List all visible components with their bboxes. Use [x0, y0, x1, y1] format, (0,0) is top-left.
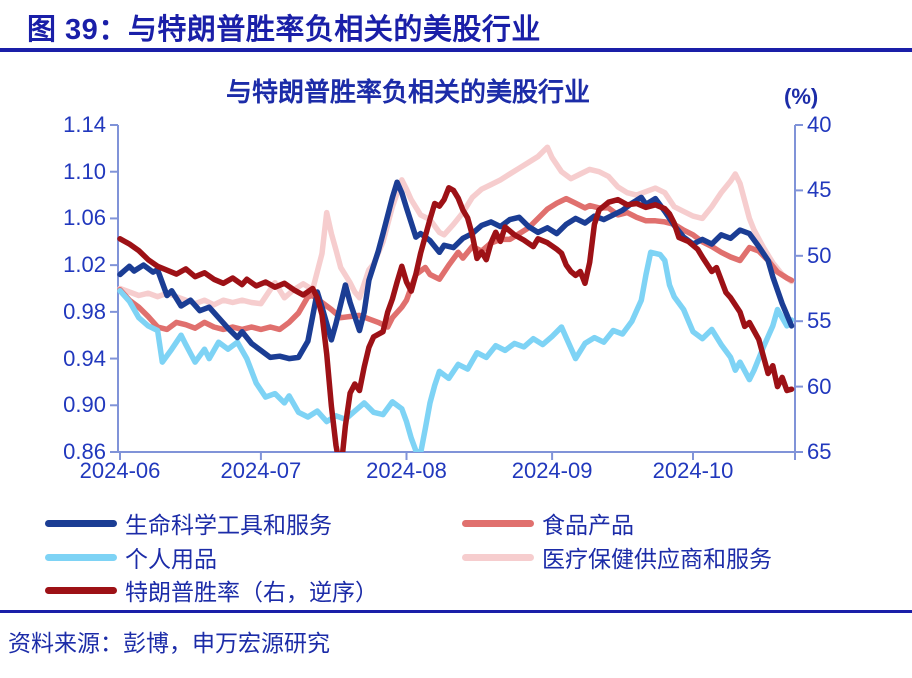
legend-item-food-products: 食品产品 — [462, 506, 634, 540]
y-right-tick-65: 65 — [807, 439, 832, 464]
right-axis-unit-label: (%) — [784, 84, 819, 109]
x-tick-2024-10: 2024-10 — [652, 458, 734, 483]
legend-item-trump-odds: 特朗普胜率（右，逆序） — [45, 573, 378, 607]
life-sciences-line-swatch — [45, 519, 117, 527]
legend-label-trump-odds: 特朗普胜率（右，逆序） — [125, 579, 378, 605]
x-tick-2024-08: 2024-08 — [366, 458, 447, 483]
legend-label-healthcare-providers: 医疗保健供应商和服务 — [542, 546, 772, 572]
x-tick-2024-07: 2024-07 — [220, 458, 302, 483]
series-personal-care — [117, 249, 795, 452]
y-right-tick-45: 45 — [807, 177, 832, 203]
source-note: 资料来源：彭博，申万宏源研究 — [8, 630, 330, 656]
legend-item-healthcare-providers: 医疗保健供应商和服务 — [462, 540, 772, 574]
legend-label-food-products: 食品产品 — [542, 512, 634, 538]
legend-label-personal-care: 个人用品 — [125, 546, 217, 572]
y-right-tick-40: 40 — [807, 112, 832, 137]
personal-care-line-swatch — [45, 553, 117, 561]
caption-underline — [0, 48, 912, 52]
y-left-tick-1.14: 1.14 — [63, 112, 106, 137]
y-left-tick-0.98: 0.98 — [63, 298, 106, 324]
y-right-tick-50: 50 — [807, 242, 832, 268]
x-tick-2024-09: 2024-09 — [511, 458, 593, 483]
series-healthcare-providers-services — [117, 144, 795, 308]
y-right-tick-55: 55 — [807, 308, 832, 334]
y-left-tick-1.10: 1.10 — [63, 158, 106, 184]
food-products-line-swatch — [462, 519, 534, 527]
y-left-tick-1.06: 1.06 — [63, 205, 106, 231]
y-left-tick-0.86: 0.86 — [63, 439, 106, 464]
figure-caption: 图 39：与特朗普胜率负相关的美股行业 — [27, 14, 541, 46]
y-right-tick-60: 60 — [807, 373, 832, 399]
legend-label-life-sciences: 生命科学工具和服务 — [125, 512, 332, 538]
healthcare-providers-line-swatch — [462, 553, 534, 561]
series-trump-win-odds — [117, 185, 795, 452]
chart-title: 与特朗普胜率负相关的美股行业 — [225, 77, 590, 107]
x-tick-2024-06: 2024-06 — [79, 458, 161, 483]
legend-item-personal-care: 个人用品 — [45, 540, 217, 574]
y-left-tick-1.02: 1.02 — [63, 252, 106, 278]
y-left-tick-0.94: 0.94 — [63, 345, 106, 371]
footer-divider — [0, 610, 912, 613]
trump-odds-line-swatch — [45, 586, 117, 594]
legend-item-life-sciences: 生命科学工具和服务 — [45, 506, 332, 540]
y-left-tick-0.90: 0.90 — [63, 392, 106, 418]
